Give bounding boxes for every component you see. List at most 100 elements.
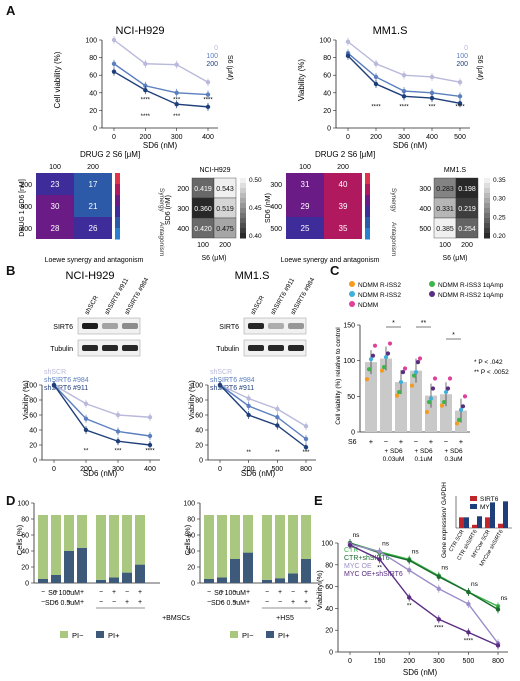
a2-data-point <box>345 39 351 44</box>
b1-xtick-label: 0 <box>52 466 56 473</box>
b1-legend-0: shSCR <box>44 369 66 376</box>
b2-xtick-label: 200 <box>243 466 255 473</box>
c-data-point <box>424 409 430 415</box>
a1-significance: **** <box>203 98 213 104</box>
e-data-point <box>407 595 412 600</box>
b-line-chart-mm1s: Viability (%) SD6 (nM) shSCR shSIRT6 #98… <box>187 369 316 478</box>
a1-data-point <box>143 83 148 88</box>
a2-data-point <box>457 94 463 99</box>
c-pval-1: * P < .042 <box>474 359 503 366</box>
e-ytick-label: 100 <box>321 541 333 548</box>
syn2-cell <box>324 195 362 217</box>
d2-s6-sign: − <box>265 589 269 596</box>
heat1-cell-value: 0.420 <box>194 226 212 233</box>
heat2-colorbar-label: 0.30 <box>493 196 506 203</box>
a-heatmap-mm1s: MM1.S S6 (μM) 300 400 500 100 200 0.283 0.198 0… <box>419 167 506 262</box>
d2-ylabel: Cells (%) <box>183 524 192 555</box>
b1-xtick-label: 300 <box>112 466 124 473</box>
syn2-cell <box>324 217 362 239</box>
a2-legend-2: 200 <box>456 61 468 68</box>
a-line-chart-nci-h929: NCI-H929 Cell viability (%) SD6 (nM) S6 … <box>53 25 233 150</box>
syn2-cell <box>286 217 324 239</box>
heat1-ytick-label: 300 <box>177 206 189 213</box>
b2-band <box>268 323 284 329</box>
d1-bar-pi-pos <box>96 579 106 583</box>
syn2-side-label2: Antagonism <box>390 222 397 256</box>
syn2-cell-value: 39 <box>339 202 348 211</box>
heat1-colorbar-segment <box>240 178 246 184</box>
d2-bar-pi-neg <box>275 515 285 579</box>
syn1-top-tick: 100 <box>49 164 61 171</box>
b1-ytick-label: 80 <box>29 398 37 405</box>
c-sig-mark: * <box>452 332 455 339</box>
c-data-point <box>372 343 378 348</box>
d1-ytick-label: 40 <box>21 549 29 556</box>
b1-ytick-label: 20 <box>29 443 37 450</box>
d2-bar-pi-pos <box>275 578 285 583</box>
d1-sd6-sign: + <box>138 599 142 606</box>
b1-band <box>102 345 118 351</box>
e-data-point <box>377 549 382 554</box>
a2-significance: **** <box>399 105 409 111</box>
e-series-line <box>349 544 499 647</box>
c-sign: + <box>429 437 434 446</box>
d1-bar-pi-pos <box>51 575 61 583</box>
e-significance: **** <box>434 625 444 631</box>
b1-xtick-label: 400 <box>144 466 156 473</box>
d2-s6-sign: + <box>246 589 250 596</box>
a1-ytick-label: 0 <box>93 126 97 133</box>
b2-band <box>248 345 264 351</box>
d2-bar-pi-neg <box>217 515 227 578</box>
d1-legend-neg: PI− <box>72 631 84 640</box>
c-s6-label: S6 <box>348 439 357 446</box>
e-significance: **** <box>464 638 474 644</box>
d1-ytick-label: 100 <box>17 501 29 508</box>
syn1-cell-value: 17 <box>89 180 98 189</box>
syn1-top-label: DRUG 2 S6 [μM] <box>80 150 140 159</box>
b2-data-point <box>303 445 309 450</box>
syn1-colorbar-segment <box>115 206 120 218</box>
a2-ytick-label: 20 <box>323 108 331 115</box>
d2-bar-pi-pos <box>243 552 253 583</box>
d1-s6-sign: − <box>67 589 71 596</box>
c-legend-label: NDMM <box>358 302 378 309</box>
b2-ytick-label: 20 <box>195 443 203 450</box>
b2-significance: ** <box>275 450 280 456</box>
c-sign: − <box>414 437 419 446</box>
a1-xtick-label: 200 <box>139 134 151 141</box>
a1-data-point <box>174 62 179 67</box>
panel-letter-c: C <box>330 263 340 278</box>
c-legend-marker <box>429 281 435 287</box>
b-title-left: NCI-H929 <box>66 270 115 282</box>
b1-data-point <box>115 429 121 434</box>
c-legend-label: NDMM R-ISS3 1qAmp <box>438 282 504 289</box>
d2-bar-pi-pos <box>204 579 214 583</box>
heat2-colorbar-segment <box>484 198 490 204</box>
d1-bar-pi-neg <box>51 515 61 575</box>
c-data-point <box>366 367 372 372</box>
e-data-point <box>377 557 382 562</box>
d1-sd6-sign: + <box>67 599 71 606</box>
syn1-cell-value: 23 <box>51 180 60 189</box>
c-legend-label: NDMM R-ISS2 <box>358 292 401 299</box>
a2-data-point <box>345 53 351 59</box>
a2-significance: **** <box>455 105 465 111</box>
c-data-point <box>370 353 376 358</box>
d1-s6-sign: − <box>99 589 103 596</box>
a1-data-point <box>205 104 211 110</box>
e-ytick-label: 80 <box>325 562 333 569</box>
panel-letter-a: A <box>6 3 16 18</box>
c-sig-mark: ** <box>421 320 427 327</box>
a2-data-point <box>457 80 463 85</box>
heat1-colorbar-segment <box>240 198 246 204</box>
b1-data-point <box>115 412 121 418</box>
a1-data-point <box>143 87 148 93</box>
syn2-colorbar-segment <box>365 228 370 240</box>
a1-data-point <box>205 92 211 97</box>
d2-ytick-label: 100 <box>183 501 195 508</box>
syn2-cell <box>286 195 324 217</box>
a2-data-point <box>429 95 435 101</box>
c-group-label: 0.1uM <box>414 456 432 463</box>
b2-data-point <box>246 403 251 409</box>
heat2-colorbar-segment <box>484 218 490 224</box>
